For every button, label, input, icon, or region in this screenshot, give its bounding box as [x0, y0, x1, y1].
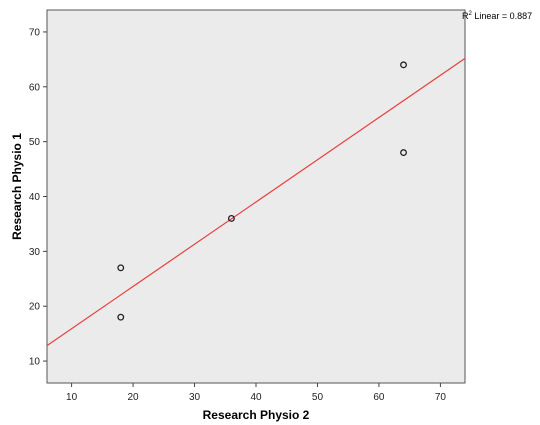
data-point-2	[117, 313, 125, 321]
x-tick-label-10: 10	[66, 392, 78, 403]
plot-area	[46, 9, 466, 384]
x-tick-label-40: 40	[250, 392, 262, 403]
y-axis-title: Research Physio 1	[10, 133, 24, 240]
r-superscript: 2	[469, 11, 473, 17]
r-squared-annotation: R2 Linear = 0.887	[462, 11, 532, 21]
fit-line	[47, 57, 465, 347]
y-tick-label-70: 70	[29, 27, 41, 38]
y-tick-label-40: 40	[29, 192, 41, 203]
data-point-3	[227, 214, 235, 222]
r-linear-value: Linear = 0.887	[472, 11, 532, 21]
data-point-4	[400, 61, 407, 69]
data-point-1	[117, 264, 125, 272]
r-symbol: R	[462, 11, 469, 21]
y-tick-label-30: 30	[29, 247, 41, 258]
y-tick-label-60: 60	[29, 82, 41, 93]
x-axis-title: Research Physio 2	[203, 408, 310, 422]
data-point-5	[400, 149, 407, 157]
y-tick-label-20: 20	[29, 302, 41, 313]
y-tick-label-10: 10	[29, 357, 41, 368]
x-tick-label-30: 30	[189, 392, 201, 403]
x-tick-label-20: 20	[127, 392, 139, 403]
y-tick-label-50: 50	[29, 137, 41, 148]
x-tick-label-70: 70	[435, 392, 447, 403]
x-tick-label-50: 50	[312, 392, 324, 403]
x-tick-label-60: 60	[373, 392, 385, 403]
